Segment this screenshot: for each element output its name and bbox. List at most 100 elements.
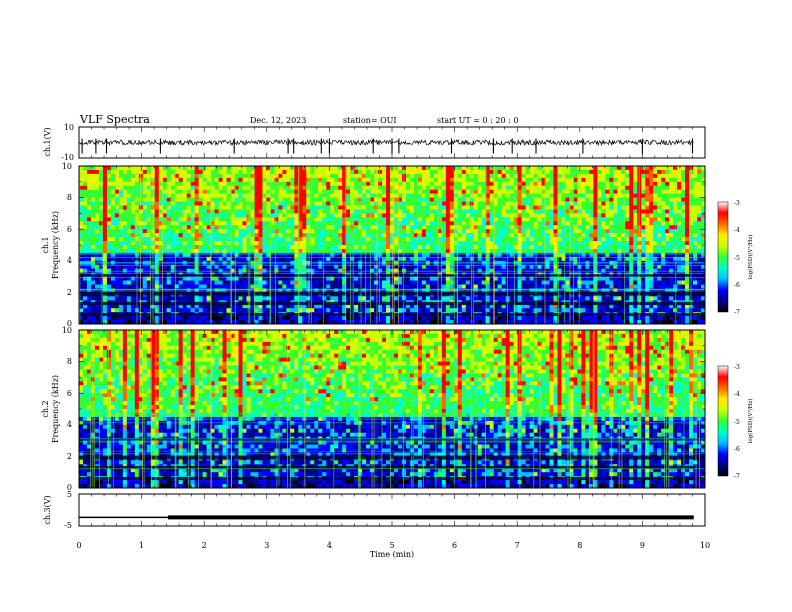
ch1-spectrogram-cell (278, 209, 283, 214)
ch1-spectrogram-cell (445, 169, 451, 175)
ch1-spectrogram-cell (649, 245, 654, 250)
ch1-spectrogram-cell (657, 209, 662, 214)
ch1-spectrogram-cell (222, 288, 227, 293)
ch1-spectrogram-cell (421, 189, 427, 194)
ch1-spectrogram-cell (234, 264, 239, 269)
ch1-spectrogram-cell (322, 189, 327, 194)
ch1-spectrogram-cell (525, 245, 530, 250)
ch1-spectrogram-cell (481, 284, 486, 289)
ch1-spectrogram-cell (350, 173, 355, 179)
ch1-spectrogram-cell (86, 276, 92, 281)
ch1-spectrogram-cell (421, 201, 427, 206)
ch1-spectrogram-cell (110, 276, 116, 281)
ch1-spectrogram-cell (282, 189, 287, 194)
ch1-spectrogram-cell (266, 205, 271, 210)
ch1-spectrogram-cell (589, 209, 594, 214)
ch1-spectrogram-cell (190, 229, 195, 234)
ch1-spectrogram-cell (669, 217, 674, 222)
ch1-spectrogram-cell (521, 209, 526, 214)
ch1-spectrogram-cell (605, 280, 610, 285)
ch1-spectrogram-cell (314, 256, 319, 262)
ch1-spectrogram-cell (393, 221, 399, 226)
ch1-spectrogram-cell (218, 197, 223, 202)
ch1-spectrogram-cell (262, 233, 267, 238)
ch1-spectrogram-cell (198, 233, 203, 238)
ch1-spectrogram-cell (114, 221, 120, 226)
ch1-spectrogram-cell (110, 166, 116, 171)
ch1-spectrogram-cell (162, 280, 168, 285)
ch1-spectrogram-cell (461, 173, 467, 179)
ch1-spectrogram-cell (393, 177, 399, 183)
ch1-spectrogram-cell (370, 264, 375, 269)
ch1-spectrogram-cell (445, 256, 451, 262)
ch1-spectrogram-cell (79, 221, 84, 226)
ch1-spectrogram-cell (350, 237, 355, 242)
ch1-spectrogram-cell (258, 264, 263, 269)
ch1-spectrogram-cell (354, 213, 359, 218)
ch1-spectrogram-cell (697, 276, 702, 281)
ch1-spectrogram-cell (513, 245, 518, 250)
ch1-spectrogram-cell (697, 205, 702, 210)
ch1-spectrogram-cell (629, 221, 634, 226)
ch1-spectrogram-cell (374, 209, 379, 214)
ch1-spectrogram-cell (557, 177, 562, 183)
ch1-spectrogram-cell (158, 189, 164, 194)
ch1-spectrogram-cell (513, 237, 518, 242)
ch1-spectrogram-cell (86, 241, 92, 246)
ch1-spectrogram-cell (370, 181, 375, 187)
ch1-spectrogram-cell (409, 233, 415, 238)
ch1-spectrogram-cell (118, 169, 124, 175)
ch1-spectrogram-cell (625, 166, 630, 171)
ch1-spectrogram-cell (310, 256, 315, 262)
ch1-spectrogram-cell (653, 276, 658, 281)
ch1-spectrogram-cell (190, 241, 195, 246)
ch1-spectrogram-cell (254, 233, 259, 238)
ch1-spectrogram-cell (322, 213, 327, 218)
ch1-spectrogram-cell (421, 256, 427, 262)
ch1-spectrogram-cell (82, 264, 88, 269)
ch1-spectrogram-cell (246, 217, 251, 222)
ch1-spectrogram-cell (645, 268, 650, 273)
ch1-spectrogram-cell (254, 241, 259, 246)
ch1-spectrogram-cell (509, 217, 514, 222)
ch1-spectrogram-cell (661, 197, 666, 202)
ch1-spectrogram-cell (641, 185, 646, 190)
ch1-spectrogram-cell (477, 268, 483, 273)
ch1-spectrogram-cell (517, 185, 522, 190)
ch1-spectrogram-cell (605, 189, 610, 194)
ch1-spectrogram-cell (421, 237, 427, 242)
ch1-spectrogram-cell (290, 181, 295, 187)
ch1-spectrogram-cell (182, 185, 187, 190)
ch1-spectrogram-cell (553, 256, 558, 262)
ch1-spectrogram-cell (378, 288, 383, 293)
ch1-spectrogram-cell (258, 213, 263, 218)
ch1-spectrogram-cell (346, 209, 351, 214)
ch1-spectrogram-cell (262, 189, 267, 194)
ch1-spectrogram-cell (605, 209, 610, 214)
ch1-spectrogram-cell (186, 233, 191, 238)
ch1-spectrogram-cell (90, 193, 96, 198)
ch1-spectrogram-cell (433, 185, 439, 190)
ch1-spectrogram-cell (146, 229, 152, 234)
ch1-spectrogram-cell (617, 233, 622, 238)
ch1-spectrogram-cell (481, 173, 486, 179)
ch1-spectrogram-cell (561, 189, 566, 194)
ch1-spectrogram-cell (310, 213, 315, 218)
ch1-spectrogram-cell (585, 256, 590, 262)
ch1-spectrogram-cell (310, 166, 315, 171)
ch1-spectrogram-cell (537, 173, 542, 179)
ch1-spectrogram-cell (561, 213, 566, 218)
ch1-spectrogram-cell (401, 173, 407, 179)
ch1-spectrogram-cell (158, 169, 164, 175)
ch1-spectrogram-cell (170, 185, 175, 190)
ch1-spectrogram-cell (665, 248, 670, 254)
ch1-spectrogram-cell (685, 209, 690, 214)
ch1-spectrogram-cell (425, 193, 431, 198)
ch1-spectrogram-cell (645, 241, 650, 246)
ch1-spectrogram-cell (553, 166, 558, 171)
ch1-spectrogram-cell (170, 237, 175, 242)
ch1-spectrogram-cell (210, 284, 215, 289)
ch1-spectrogram-cell (210, 276, 215, 281)
ch1-spectrogram-cell (342, 248, 347, 254)
ch1-spectrogram-cell (641, 193, 646, 198)
